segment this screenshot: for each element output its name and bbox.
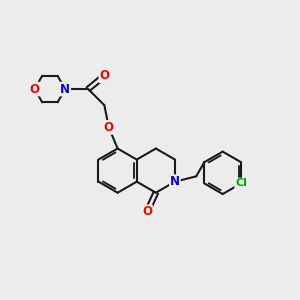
Text: Cl: Cl (235, 178, 247, 188)
Text: O: O (142, 205, 152, 218)
Text: O: O (104, 121, 114, 134)
Text: O: O (99, 69, 110, 82)
Text: N: N (60, 82, 70, 95)
Text: O: O (30, 82, 40, 95)
Text: N: N (170, 175, 180, 188)
